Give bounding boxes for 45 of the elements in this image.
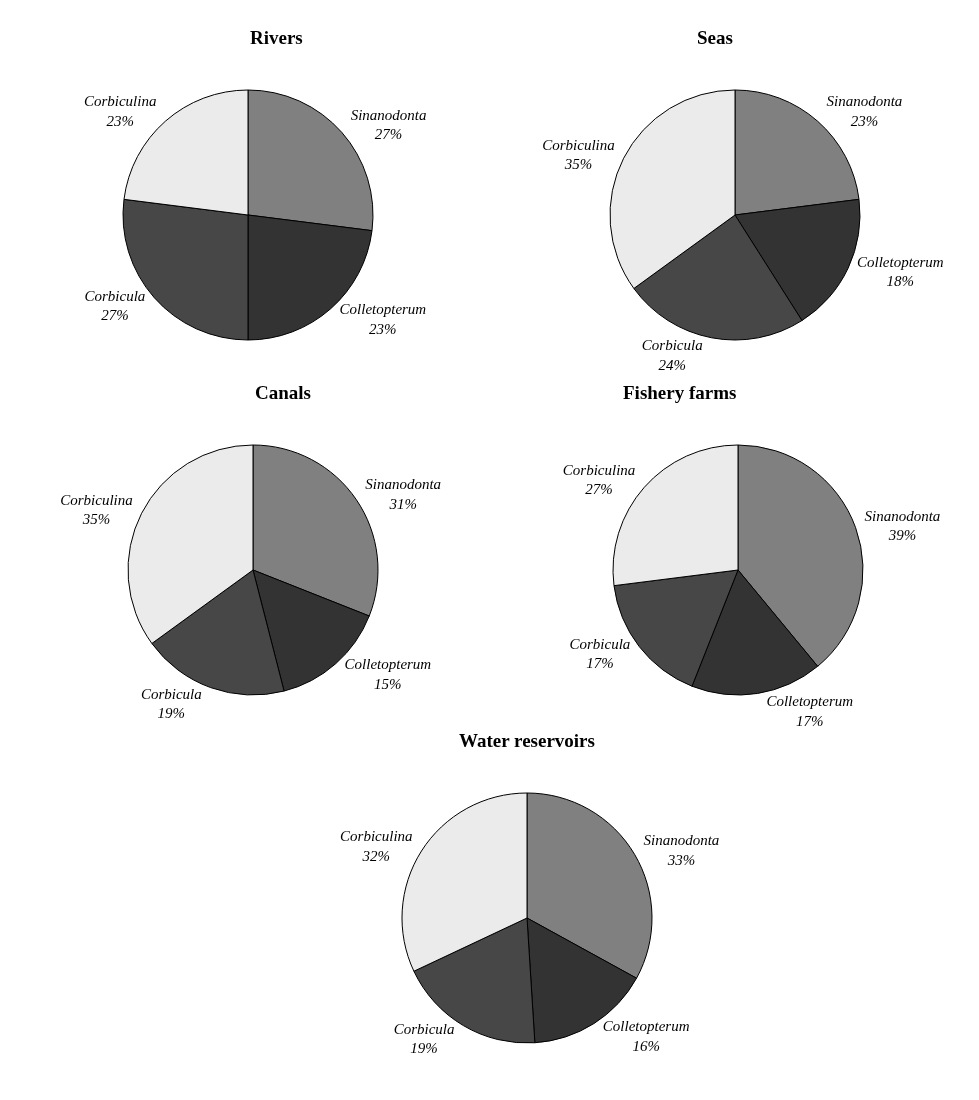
- slice-label: Colletopterum: [602, 1018, 690, 1035]
- slice-label: Sinanodonta: [365, 476, 442, 493]
- data-label: 32%: [361, 847, 391, 864]
- slice-label: Corbiculina: [60, 491, 133, 508]
- data-label: 19%: [157, 705, 186, 722]
- slice-label: Colletopterum: [344, 656, 432, 672]
- slice-label: Colletopterum: [766, 693, 854, 710]
- slice-label: Corbiculina: [340, 828, 413, 845]
- slice-label: Corbicula: [84, 287, 146, 304]
- slice-label: Corbicula: [641, 337, 703, 354]
- slice-label: Sinanodonta: [864, 507, 941, 524]
- chart-title: Fishery farms: [623, 382, 737, 403]
- data-label: 15%: [374, 675, 402, 692]
- slice-label: Colletopterum: [856, 253, 944, 270]
- chart-title: Seas: [697, 27, 733, 48]
- slice-label: Corbicula: [393, 1020, 455, 1037]
- data-label: 31%: [388, 495, 417, 512]
- data-label: 17%: [586, 655, 614, 672]
- data-label: 18%: [886, 273, 915, 290]
- slice-label: Corbiculina: [542, 136, 615, 153]
- data-label: 39%: [887, 527, 917, 544]
- data-label: 19%: [410, 1040, 438, 1057]
- data-label: 23%: [369, 320, 397, 337]
- slice-label: Sinanodonta: [643, 832, 720, 849]
- slice-label: Corbicula: [569, 635, 631, 652]
- data-label: 27%: [585, 481, 613, 498]
- slice-label: Corbicula: [140, 685, 202, 702]
- slice-label: Sinanodonta: [350, 106, 427, 123]
- data-label: 23%: [850, 113, 879, 129]
- data-label: 35%: [81, 511, 111, 528]
- data-label: 16%: [632, 1037, 660, 1054]
- data-label: 27%: [101, 307, 129, 324]
- data-label: 35%: [563, 156, 593, 173]
- chart-title: Rivers: [250, 27, 303, 48]
- data-label: 17%: [796, 712, 824, 729]
- chart-title: Canals: [255, 382, 311, 403]
- slice-label: Colletopterum: [339, 301, 427, 317]
- data-label: 27%: [374, 126, 403, 143]
- slice-label: Corbiculina: [83, 93, 157, 110]
- chart-title: Water reservoirs: [459, 730, 595, 751]
- data-label: 33%: [666, 851, 696, 868]
- data-label: 24%: [658, 356, 687, 373]
- data-label: 23%: [106, 113, 134, 129]
- slice-label: Corbiculina: [562, 461, 636, 478]
- slice-label: Sinanodonta: [826, 93, 903, 110]
